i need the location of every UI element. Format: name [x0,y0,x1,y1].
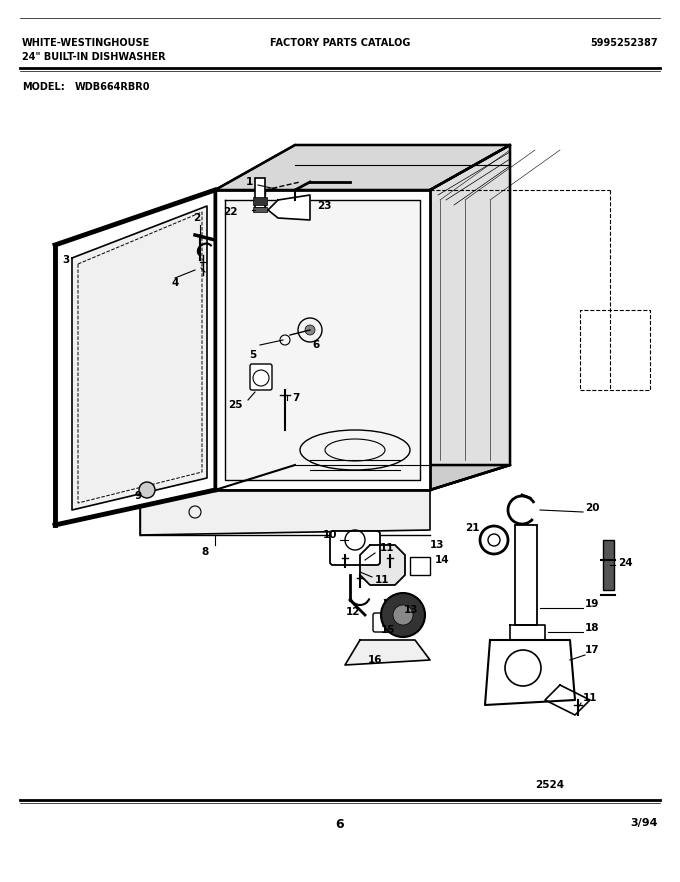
Text: 22: 22 [224,207,238,217]
Polygon shape [72,206,207,510]
Text: FACTORY PARTS CATALOG: FACTORY PARTS CATALOG [270,38,410,48]
Text: 21: 21 [466,523,480,533]
Polygon shape [55,190,215,525]
Bar [253,207,267,212]
Text: 6: 6 [336,818,344,831]
Circle shape [139,482,155,498]
Text: 4: 4 [171,278,179,288]
Polygon shape [225,200,420,480]
Text: 24: 24 [618,558,632,568]
Polygon shape [215,145,510,190]
Text: 20: 20 [585,503,600,513]
Text: 15: 15 [381,625,395,635]
Text: 5: 5 [249,350,256,360]
Text: 16: 16 [368,655,382,665]
Circle shape [305,325,315,335]
Circle shape [381,593,425,637]
Bar [603,540,614,590]
Text: 25: 25 [228,400,243,410]
Text: 12: 12 [345,607,360,617]
Text: 13: 13 [403,605,418,615]
FancyBboxPatch shape [373,613,402,632]
Text: 7: 7 [292,393,299,403]
Polygon shape [268,195,310,220]
FancyBboxPatch shape [250,364,272,390]
Text: 11: 11 [583,693,598,703]
Text: WDB664RBR0: WDB664RBR0 [75,82,150,92]
Text: 6: 6 [312,340,319,350]
Polygon shape [345,640,430,665]
Text: 2524: 2524 [535,780,564,790]
Text: 8: 8 [201,547,209,557]
Polygon shape [510,625,545,640]
Text: 11: 11 [375,575,390,585]
FancyBboxPatch shape [330,531,380,565]
Bar [580,310,650,390]
Text: 1: 1 [245,177,253,187]
Text: 11: 11 [380,543,394,553]
Polygon shape [140,490,430,535]
Text: 23: 23 [317,201,332,211]
Text: 9: 9 [135,491,142,501]
Polygon shape [430,145,510,490]
Text: 18: 18 [585,623,600,633]
Circle shape [393,605,413,625]
Text: 2: 2 [193,213,201,223]
Polygon shape [215,465,510,490]
Text: 3/94: 3/94 [630,818,658,828]
Text: 3: 3 [62,255,69,265]
Text: WHITE-WESTINGHOUSE: WHITE-WESTINGHOUSE [22,38,150,48]
Text: 10: 10 [322,530,337,540]
Text: 5995252387: 5995252387 [590,38,658,48]
Text: 14: 14 [435,555,449,565]
Text: 13: 13 [430,540,445,550]
Polygon shape [485,640,575,705]
Text: 24" BUILT-IN DISHWASHER: 24" BUILT-IN DISHWASHER [22,52,166,62]
Polygon shape [295,145,510,465]
Polygon shape [215,190,430,490]
Bar [253,197,267,205]
Text: 19: 19 [585,599,599,609]
Text: 17: 17 [585,645,600,655]
Bar [410,557,430,575]
Polygon shape [545,685,590,715]
Bar [515,525,537,625]
Polygon shape [360,545,405,585]
Circle shape [488,534,500,546]
Text: MODEL:: MODEL: [22,82,65,92]
Bar [255,178,265,208]
